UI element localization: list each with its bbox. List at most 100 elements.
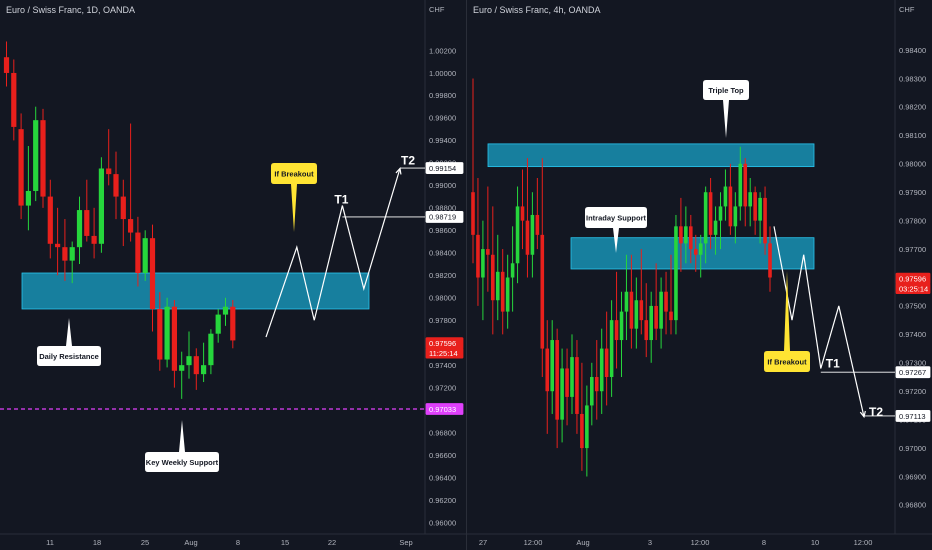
candle-body bbox=[733, 206, 738, 227]
if-breakout-callout-shape bbox=[271, 163, 317, 232]
x-tick-label: Sep bbox=[399, 538, 412, 547]
y-tick-label: 0.97500 bbox=[899, 302, 926, 311]
x-tick-label: 10 bbox=[811, 538, 819, 547]
candle-body bbox=[619, 311, 624, 341]
if-breakout-callout: If Breakout bbox=[764, 271, 810, 372]
countdown-box bbox=[895, 283, 931, 295]
candle-body bbox=[545, 348, 550, 392]
y-tick-label: 0.97200 bbox=[429, 383, 456, 392]
t2-price-text: 0.97113 bbox=[899, 412, 926, 421]
candle-body bbox=[481, 249, 485, 278]
candle-body bbox=[135, 232, 141, 274]
candle-body bbox=[142, 238, 148, 274]
x-tick-label: 8 bbox=[236, 538, 240, 547]
y-tick-label: 0.97300 bbox=[899, 359, 926, 368]
daily-chart-panel[interactable]: Euro / Swiss Franc, 1D, OANDA CHF 0.96000 0… bbox=[0, 0, 466, 550]
triple-top-callout-shape bbox=[703, 80, 749, 138]
last-price-text: 0.97596 bbox=[899, 274, 926, 283]
chart-title: Euro / Swiss Franc, 1D, OANDA bbox=[6, 5, 135, 15]
h4-chart[interactable]: Euro / Swiss Franc, 4h, OANDA CHF 0.96800 0… bbox=[467, 0, 932, 550]
candle-body bbox=[486, 249, 490, 255]
currency-label: CHF bbox=[429, 5, 445, 14]
y-tick-label: 0.98400 bbox=[429, 249, 456, 258]
y-tick-label: 1.00000 bbox=[429, 69, 456, 78]
candle-body bbox=[215, 314, 221, 334]
y-tick-label: 0.97400 bbox=[899, 330, 926, 339]
x-tick-label: Aug bbox=[576, 538, 589, 547]
candle-body bbox=[515, 206, 520, 264]
intraday-support-callout-shape bbox=[585, 207, 647, 253]
candle-body bbox=[201, 365, 207, 375]
candle-body bbox=[763, 197, 767, 244]
x-tick-label: 12:00 bbox=[524, 538, 543, 547]
intraday-support-callout-text: Intraday Support bbox=[586, 214, 647, 223]
daily-resistance-zone bbox=[21, 272, 370, 310]
t2-label: T2 bbox=[869, 405, 883, 419]
projection-path bbox=[265, 168, 401, 338]
y-tick-label: 0.97200 bbox=[899, 387, 926, 396]
x-tick-label: 11 bbox=[46, 538, 54, 547]
candle-body bbox=[555, 340, 559, 420]
candle-body bbox=[753, 192, 757, 221]
candle-body bbox=[128, 219, 134, 233]
candle-body bbox=[565, 368, 569, 397]
x-tick-label: 27 bbox=[479, 538, 487, 547]
candle-body bbox=[540, 234, 545, 349]
x-tick-label: Aug bbox=[184, 538, 197, 547]
panel-divider[interactable] bbox=[466, 0, 467, 550]
y-tick-label: 0.97900 bbox=[899, 188, 926, 197]
x-tick-label: 25 bbox=[141, 538, 149, 547]
candle-body bbox=[669, 311, 673, 321]
candle-body bbox=[575, 357, 579, 414]
support-price-text: 0.97033 bbox=[429, 405, 456, 414]
candle-body bbox=[728, 186, 733, 227]
y-tick-label: 0.99800 bbox=[429, 91, 456, 100]
candle-body bbox=[208, 333, 214, 366]
candle-body bbox=[674, 226, 678, 321]
candle-body bbox=[679, 226, 683, 244]
candle-body bbox=[520, 206, 525, 221]
countdown-text: 11:25:14 bbox=[429, 349, 458, 358]
y-tick-label: 0.98800 bbox=[429, 204, 456, 213]
x-tick-label: 12:00 bbox=[854, 538, 873, 547]
candle-body bbox=[703, 192, 708, 244]
t2-label: T2 bbox=[401, 153, 415, 167]
y-tick-label: 0.96900 bbox=[899, 472, 926, 481]
candle-body bbox=[768, 243, 772, 278]
candle-body bbox=[11, 72, 17, 127]
candle-body bbox=[535, 214, 540, 235]
intraday-support-callout: Intraday Support bbox=[585, 207, 647, 253]
candle-body bbox=[18, 129, 24, 206]
candle-body bbox=[684, 226, 688, 244]
t1-price-text: 0.97267 bbox=[899, 368, 926, 377]
candle-body bbox=[33, 120, 39, 191]
candle-body bbox=[708, 192, 713, 235]
support-price-box bbox=[425, 403, 464, 415]
candle-body bbox=[120, 196, 126, 220]
triple-top-callout-text: Triple Top bbox=[708, 86, 744, 95]
y-tick-label: 0.98400 bbox=[899, 46, 926, 55]
t1-label: T1 bbox=[334, 193, 348, 207]
x-tick-label: 18 bbox=[93, 538, 101, 547]
candle-body bbox=[748, 192, 752, 207]
y-tick-label: 0.99000 bbox=[429, 181, 456, 190]
candle-body bbox=[614, 320, 619, 341]
candle-body bbox=[604, 348, 609, 378]
x-tick-label: 8 bbox=[762, 538, 766, 547]
currency-label: CHF bbox=[899, 5, 915, 14]
x-tick-label: 3 bbox=[648, 538, 652, 547]
h4-chart-panel[interactable]: Euro / Swiss Franc, 4h, OANDA CHF 0.96800 0… bbox=[467, 0, 932, 550]
candle-body bbox=[654, 305, 658, 329]
daily-chart[interactable]: Euro / Swiss Franc, 1D, OANDA CHF 0.96000 0… bbox=[0, 0, 466, 550]
candle-body bbox=[62, 247, 68, 261]
t1-price-text: 0.98719 bbox=[429, 213, 456, 222]
candle-body bbox=[644, 320, 649, 341]
candle-body bbox=[113, 174, 119, 197]
candle-body bbox=[624, 291, 629, 312]
x-tick-label: 15 bbox=[281, 538, 289, 547]
y-tick-label: 0.97400 bbox=[429, 361, 456, 370]
candle-body bbox=[193, 356, 199, 375]
y-tick-label: 0.98600 bbox=[429, 226, 456, 235]
countdown-box bbox=[425, 347, 464, 359]
y-tick-label: 0.98000 bbox=[429, 294, 456, 303]
